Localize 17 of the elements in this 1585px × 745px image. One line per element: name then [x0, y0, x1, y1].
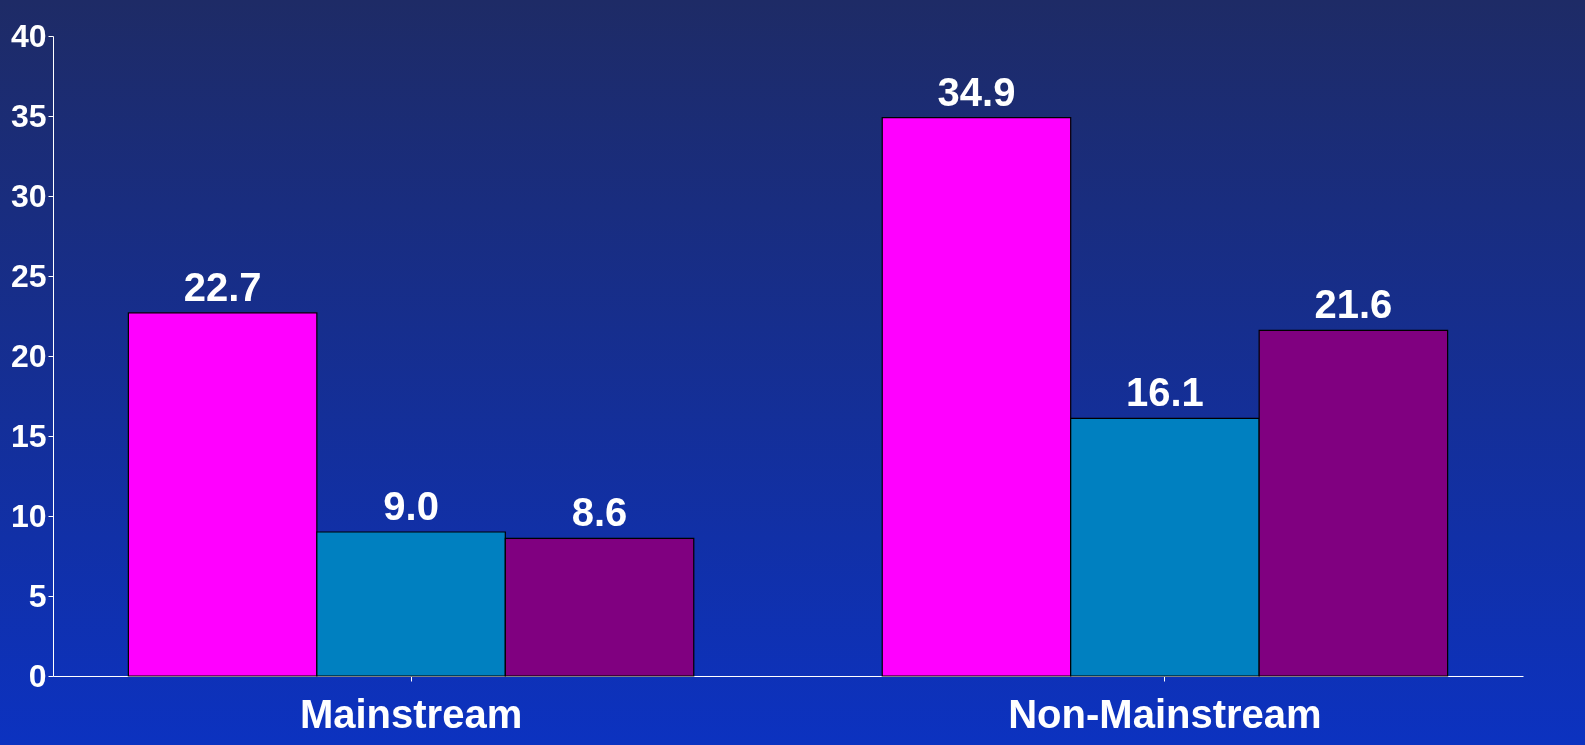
- y-tick-label: 40: [10, 17, 47, 54]
- y-tick-label: 0: [28, 657, 47, 694]
- data-label: 22.7: [183, 264, 262, 309]
- y-tick-label: 15: [10, 417, 47, 454]
- data-label: 34.9: [937, 69, 1016, 114]
- data-label: 8.6: [571, 490, 628, 535]
- data-label: 9.0: [383, 484, 439, 528]
- y-tick-label: 25: [10, 257, 47, 294]
- y-tick-label: 5: [28, 577, 47, 614]
- y-tick-label: 35: [10, 97, 47, 134]
- data-label: 21.6: [1314, 282, 1393, 327]
- data-label: 16.1: [1125, 370, 1204, 415]
- x-tick-label: Mainstream: [299, 691, 523, 736]
- x-tick-label: Non-Mainstream: [1008, 691, 1322, 736]
- y-tick-label: 30: [10, 177, 47, 214]
- y-tick-label: 20: [10, 337, 47, 374]
- y-tick-label: 10: [10, 497, 47, 534]
